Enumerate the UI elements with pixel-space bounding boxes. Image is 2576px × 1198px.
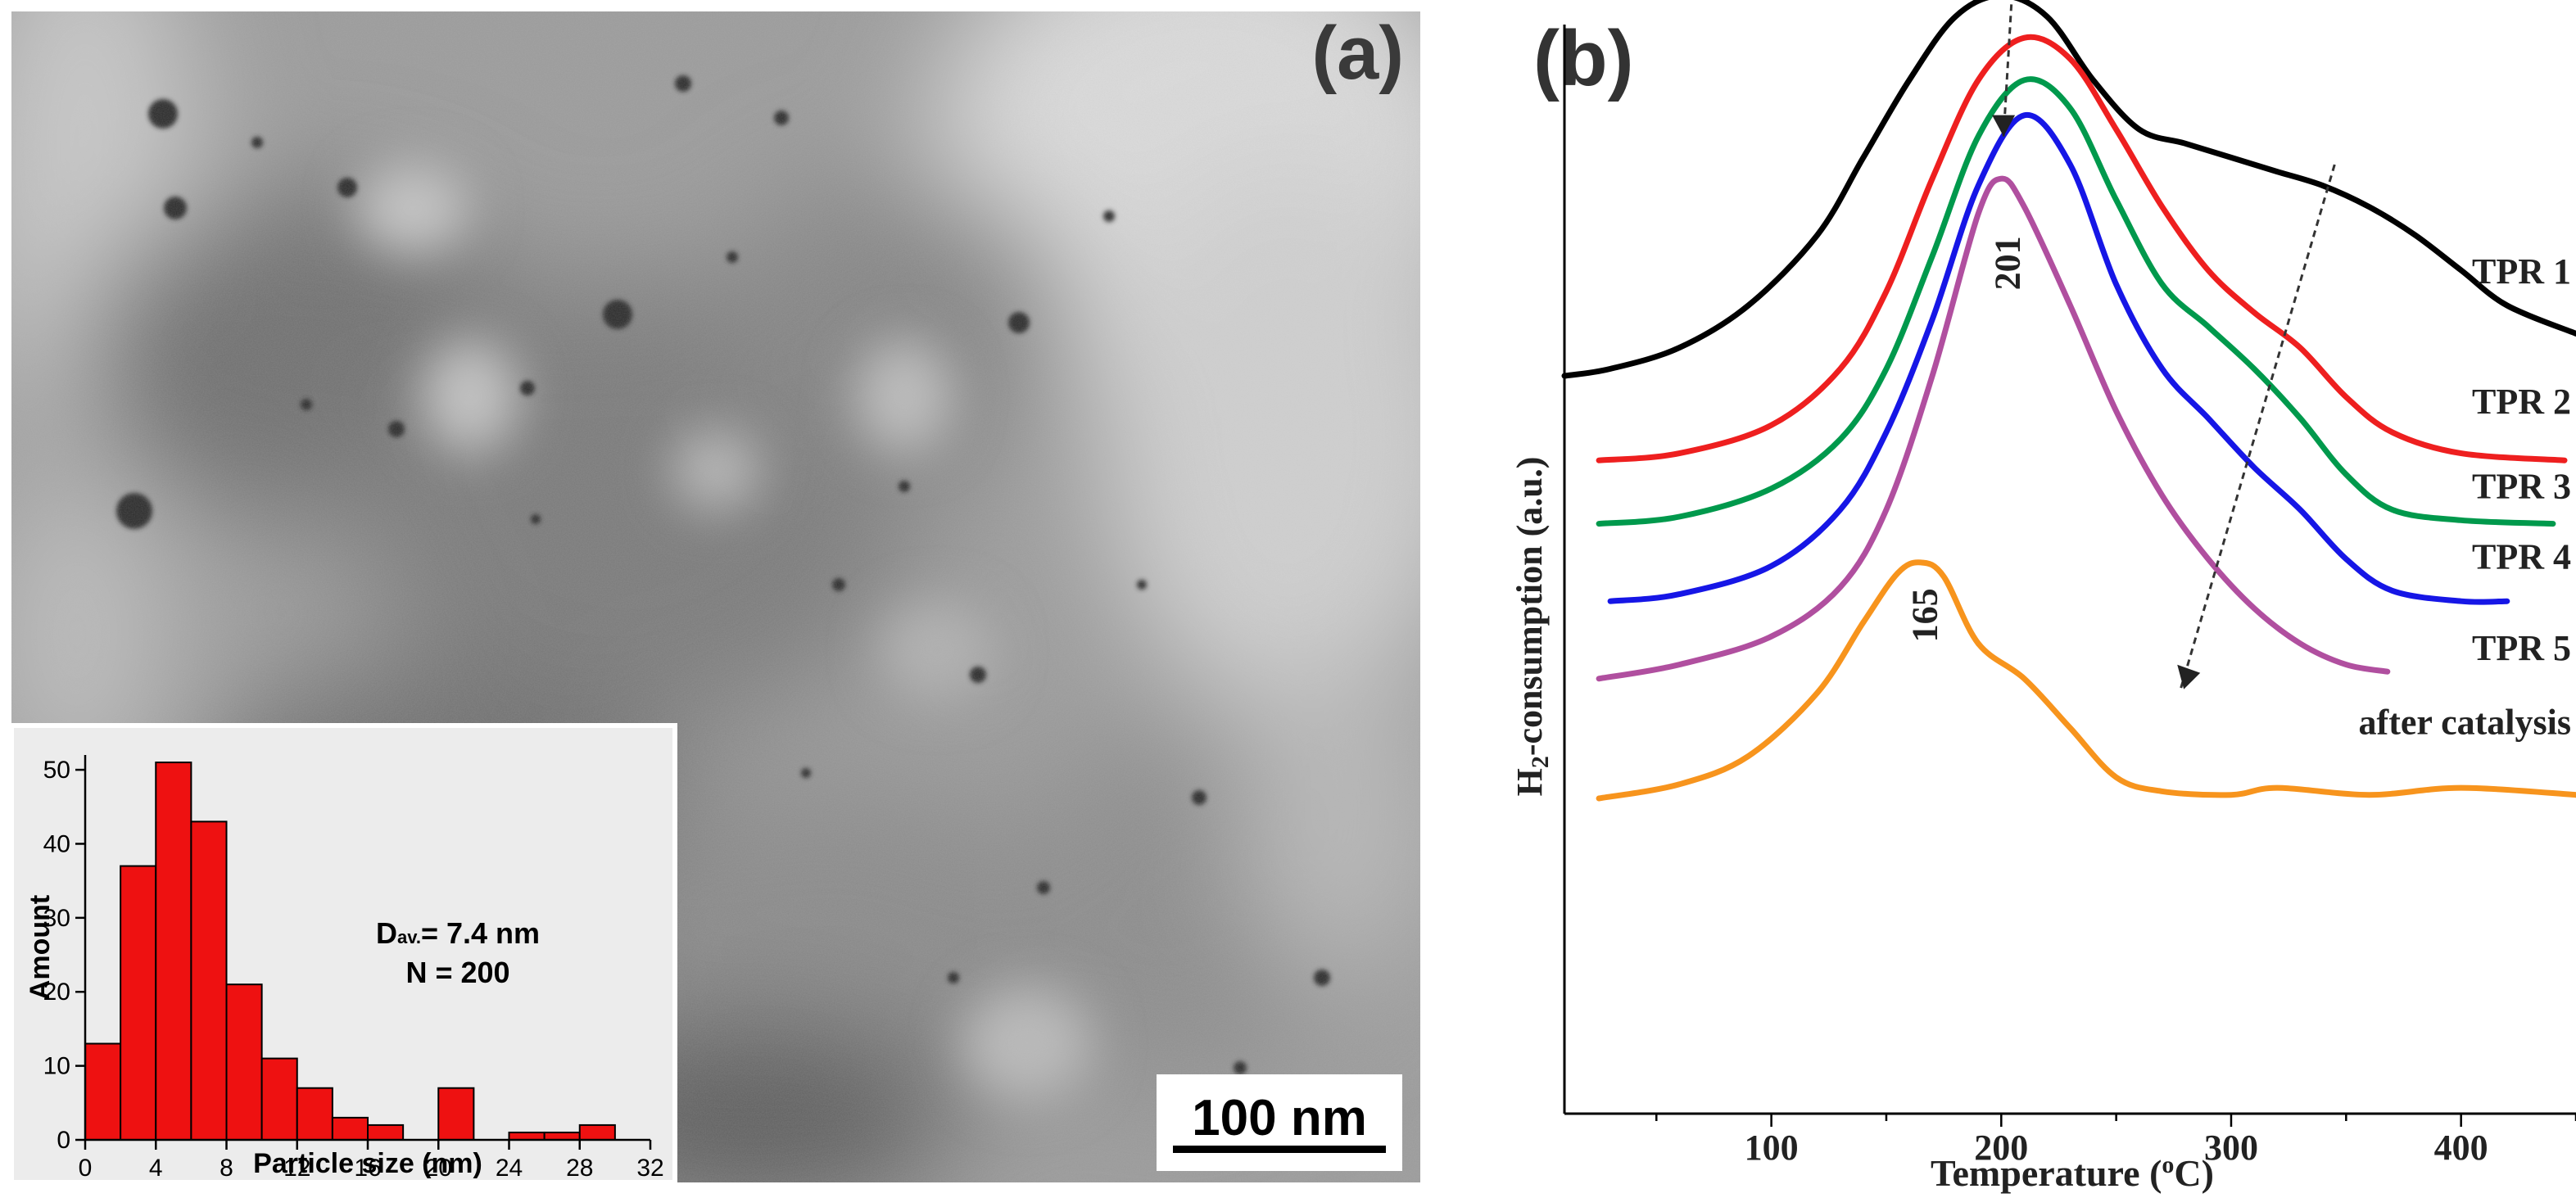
histogram-x-tick-label: 20 bbox=[425, 1155, 452, 1182]
histogram-x-tick-label: 16 bbox=[354, 1155, 381, 1182]
panel-b: (b) 100 200 300 400 Temperature (oC) H2-consu… bbox=[1442, 0, 2576, 1194]
histogram-y-tick-label: 20 bbox=[43, 979, 70, 1006]
histogram-bar bbox=[155, 762, 192, 1141]
tpr-series-label: TPR 4 bbox=[2472, 536, 2571, 576]
tpr-x-tick-label: 200 bbox=[1974, 1128, 2028, 1168]
histogram-y-tick-label: 10 bbox=[43, 1053, 70, 1080]
histogram-x-tick-label: 12 bbox=[283, 1155, 310, 1182]
tpr-series-label: TPR 3 bbox=[2472, 466, 2571, 506]
histogram-bar bbox=[225, 983, 263, 1141]
histogram-x-tick-label: 32 bbox=[636, 1155, 663, 1182]
peak-label-201: 201 bbox=[1988, 236, 2028, 290]
tpr-y-axis-label: H2-consumption (a.u.) bbox=[1510, 457, 1554, 797]
histogram-y-tick-label: 40 bbox=[43, 830, 70, 857]
histogram-bar bbox=[296, 1087, 333, 1141]
histogram-x-tick-label: 24 bbox=[496, 1155, 523, 1182]
histogram-y-axis-label: Amount bbox=[25, 895, 56, 1000]
histogram-bar bbox=[508, 1131, 546, 1141]
tpr-series-line bbox=[1607, 112, 2510, 605]
histogram-bar bbox=[331, 1116, 369, 1141]
tpr-x-tick-label: 300 bbox=[2204, 1128, 2258, 1168]
shoulder-shift-arrowhead bbox=[2177, 664, 2201, 689]
histogram-bar bbox=[120, 865, 157, 1141]
tpr-series-label: TPR 5 bbox=[2472, 628, 2571, 668]
histogram-x-tick-label: 28 bbox=[566, 1155, 593, 1182]
histogram-bar bbox=[367, 1123, 405, 1141]
panel-a: (a) 100 nm 0 4 8 12 16 20 24 28 32 0 10 20 30 40 50 Par… bbox=[11, 11, 1420, 1182]
tpr-plot: 100 200 300 400 Temperature (oC) H2-consumpti… bbox=[1510, 0, 2576, 1194]
tpr-series-line bbox=[1596, 34, 2568, 463]
scale-bar-line bbox=[1173, 1146, 1386, 1153]
tpr-x-axis-label: Temperature (oC) bbox=[1931, 1151, 2214, 1194]
scale-bar-label: 100 nm bbox=[1192, 1090, 1367, 1146]
tpr-series-line bbox=[1561, 0, 2576, 379]
tpr-series-line bbox=[1596, 76, 2556, 527]
histogram-x-tick-label: 8 bbox=[220, 1155, 233, 1182]
histogram-plot: 0 4 8 12 16 20 24 28 32 0 10 20 30 40 50 Particle size … bbox=[25, 755, 664, 1182]
histogram-x-tick-label: 4 bbox=[149, 1155, 163, 1182]
histogram-bar bbox=[84, 1042, 122, 1141]
tem-micrograph: (a) 100 nm 0 4 8 12 16 20 24 28 32 0 10 20 30 40 50 Par… bbox=[11, 11, 1420, 1182]
histogram-bar bbox=[190, 821, 228, 1141]
histogram-bar bbox=[543, 1131, 581, 1141]
histogram-y-tick-label: 50 bbox=[43, 757, 70, 784]
histogram-mean-annotation: Dav.= 7.4 nm bbox=[376, 916, 540, 950]
tpr-series-label: after catalysis bbox=[2359, 702, 2571, 742]
tpr-x-tick-label: 100 bbox=[1745, 1128, 1799, 1168]
tpr-series-line bbox=[1596, 175, 2391, 682]
histogram-y-tick-label: 30 bbox=[43, 905, 70, 932]
peak-label-165: 165 bbox=[1905, 588, 1945, 642]
scale-bar: 100 nm bbox=[1157, 1074, 1402, 1171]
tpr-series-label: TPR 2 bbox=[2472, 382, 2571, 422]
histogram-inset: 0 4 8 12 16 20 24 28 32 0 10 20 30 40 50 Particle size … bbox=[11, 723, 677, 1182]
panel-a-label: (a) bbox=[1312, 11, 1404, 95]
peak-shift-arrow-line bbox=[2002, 0, 2013, 137]
histogram-bar bbox=[260, 1057, 298, 1141]
tpr-chart: (b) 100 200 300 400 Temperature (oC) H2-consu… bbox=[1510, 0, 2576, 1194]
histogram-count-annotation: N = 200 bbox=[405, 956, 509, 989]
tpr-x-tick-label: 400 bbox=[2434, 1128, 2488, 1168]
peak-shift-arrowhead bbox=[1992, 115, 2016, 137]
histogram-bar bbox=[578, 1123, 616, 1141]
histogram-bar bbox=[437, 1087, 475, 1141]
tpr-series-label: TPR 1 bbox=[2472, 251, 2571, 292]
panel-b-label: (b) bbox=[1533, 15, 1634, 102]
tpr-series-line bbox=[1596, 559, 2576, 802]
histogram-x-tick-label: 0 bbox=[79, 1155, 93, 1182]
histogram-y-tick-label: 0 bbox=[57, 1127, 70, 1154]
histogram-x-axis-label: Particle size (nm) bbox=[253, 1148, 482, 1179]
